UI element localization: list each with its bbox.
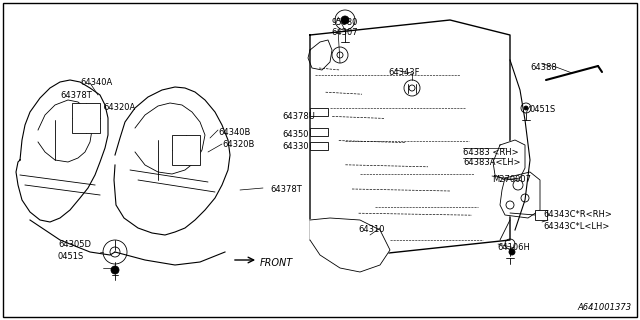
Bar <box>535 210 547 220</box>
Text: 64343C*R<RH>: 64343C*R<RH> <box>543 210 612 219</box>
Text: 64330: 64330 <box>282 142 308 151</box>
Text: 64320A: 64320A <box>103 103 135 112</box>
Text: 64350: 64350 <box>282 130 308 139</box>
Text: 64307: 64307 <box>331 28 358 37</box>
Text: FRONT: FRONT <box>260 258 293 268</box>
Text: 64388: 64388 <box>530 63 557 72</box>
Text: 64305D: 64305D <box>58 240 91 249</box>
Text: 64383 <RH>: 64383 <RH> <box>463 148 518 157</box>
Text: 64106H: 64106H <box>497 243 530 252</box>
Text: 0451S: 0451S <box>58 252 84 261</box>
Bar <box>310 108 328 116</box>
Text: 64343C*L<LH>: 64343C*L<LH> <box>543 222 609 231</box>
Text: 64343F: 64343F <box>388 68 419 77</box>
Text: 64310: 64310 <box>358 225 385 234</box>
Bar <box>72 103 100 133</box>
Circle shape <box>509 249 515 255</box>
Polygon shape <box>310 20 510 255</box>
Text: 64378T: 64378T <box>60 91 92 100</box>
Circle shape <box>524 106 528 110</box>
Text: 64340B: 64340B <box>218 128 250 137</box>
Text: M270007: M270007 <box>492 175 531 184</box>
Circle shape <box>341 16 349 24</box>
Text: A641001373: A641001373 <box>578 303 632 312</box>
Polygon shape <box>493 140 525 180</box>
Text: 0451S: 0451S <box>530 105 556 114</box>
Text: 64320B: 64320B <box>222 140 254 149</box>
Bar <box>172 135 200 165</box>
Text: 64378T: 64378T <box>270 185 301 194</box>
Text: 64378U: 64378U <box>282 112 315 121</box>
Circle shape <box>111 266 119 274</box>
Bar <box>310 128 328 136</box>
Text: 64340A: 64340A <box>80 78 112 87</box>
Text: 95080: 95080 <box>331 18 357 27</box>
Polygon shape <box>500 172 540 218</box>
Bar <box>310 142 328 150</box>
Text: 64383A<LH>: 64383A<LH> <box>463 158 520 167</box>
Polygon shape <box>310 218 390 272</box>
